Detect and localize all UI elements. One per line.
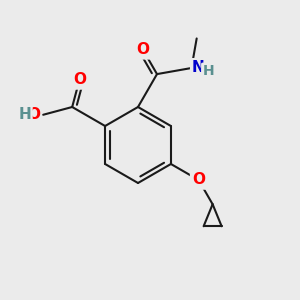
Text: O: O bbox=[73, 73, 86, 88]
Text: H: H bbox=[202, 64, 214, 78]
Text: O: O bbox=[192, 172, 205, 188]
Text: O: O bbox=[27, 107, 40, 122]
Text: H: H bbox=[19, 107, 31, 122]
Text: N: N bbox=[191, 59, 204, 74]
Text: O: O bbox=[136, 42, 149, 57]
